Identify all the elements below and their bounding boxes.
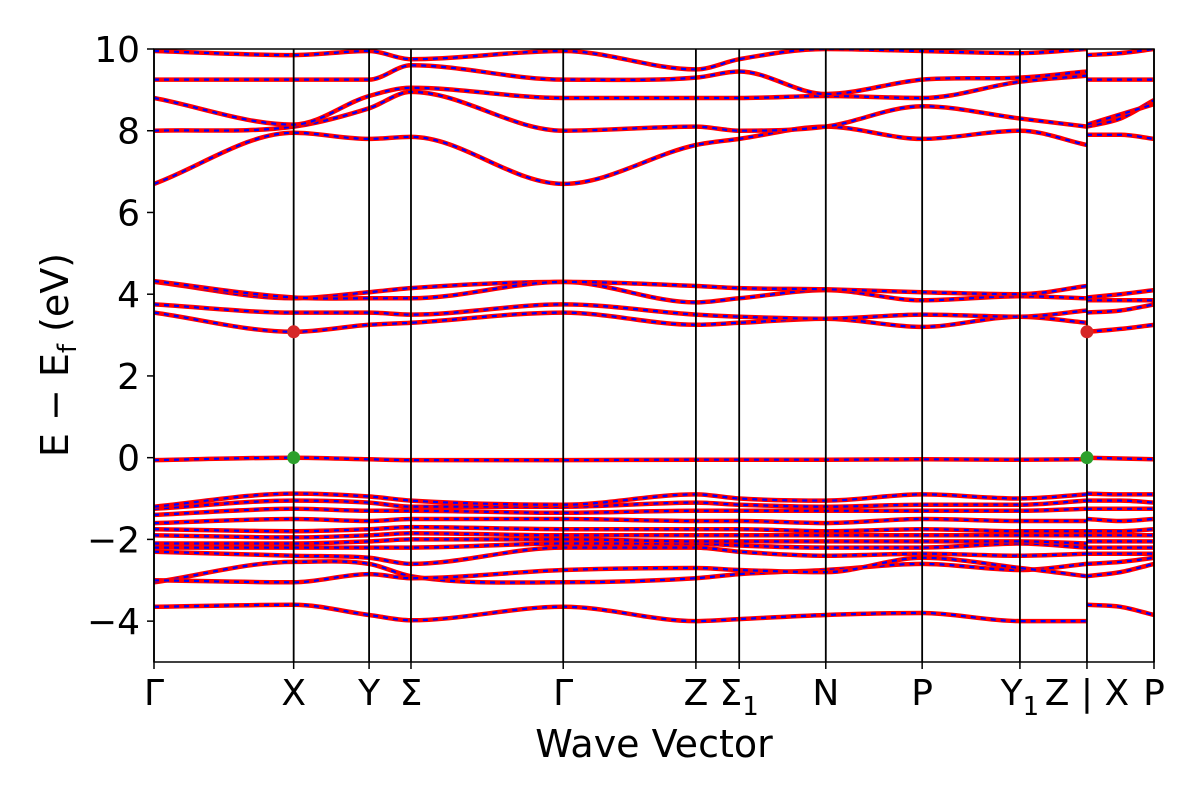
- band-edge-markers: [287, 325, 1094, 465]
- x-tick-label: Y: [357, 673, 381, 714]
- y-axis-label: E − Ef (eV): [33, 253, 83, 457]
- band-line-overlay: [1086, 556, 1154, 565]
- x-tick-label: P: [1143, 673, 1165, 714]
- x-tick-label: X: [281, 673, 306, 714]
- band-line-overlay: [1086, 303, 1154, 314]
- x-tick-label: Γ: [553, 673, 573, 714]
- band-line-overlay: [1086, 562, 1154, 578]
- y-tick-label: 4: [117, 275, 140, 316]
- band-line-overlay: [1086, 49, 1154, 57]
- band-line-overlay: [154, 492, 1088, 508]
- x-tick-label: Σ: [400, 673, 423, 714]
- band-line-overlay: [154, 507, 1088, 516]
- band-line-overlay: [154, 74, 1088, 126]
- band-line-overlay: [154, 499, 1088, 510]
- cbm-marker: [1080, 325, 1094, 339]
- band-line-overlay: [154, 538, 1088, 545]
- band-line-overlay: [154, 603, 1087, 623]
- band-line-overlay: [154, 542, 1088, 549]
- y-axis-label-subscript: f: [53, 343, 83, 353]
- x-tick-label: Z | X: [1045, 673, 1129, 714]
- y-tick-label: 6: [117, 193, 140, 234]
- band-lines: [154, 49, 1154, 624]
- band-line-overlay: [154, 280, 1088, 304]
- band-line-overlay: [1087, 528, 1154, 533]
- band-line-overlay: [154, 532, 1087, 539]
- x-tick-label: Z: [684, 673, 709, 714]
- x-axis-label: Wave Vector: [535, 722, 773, 766]
- band-line-overlay: [1086, 103, 1154, 126]
- y-tick-label: −4: [87, 602, 140, 643]
- y-tick-label: 8: [117, 112, 140, 153]
- y-tick-label: −2: [87, 520, 140, 561]
- band-line-overlay: [1087, 499, 1154, 504]
- band-line-overlay: [154, 311, 1088, 333]
- band-line-overlay: [154, 546, 1088, 566]
- x-tick-label: N: [812, 673, 839, 714]
- vbm-marker: [1080, 451, 1094, 465]
- plot-frame: [153, 48, 1155, 663]
- band-line-overlay: [154, 517, 1087, 525]
- band-line-overlay: [154, 64, 1088, 96]
- band-line-overlay: [1086, 492, 1154, 496]
- band-line-overlay: [1086, 603, 1154, 617]
- band-line-overlay: [1087, 133, 1154, 140]
- band-line-overlay: [154, 280, 1088, 300]
- band-line-overlay: [154, 125, 1088, 186]
- band-line-overlay: [154, 525, 1087, 533]
- band-line-overlay: [1086, 517, 1154, 523]
- vbm-marker: [287, 451, 301, 465]
- band-line-overlay: [154, 560, 1088, 584]
- band-line-overlay: [1086, 323, 1154, 333]
- y-tick-label: 10: [94, 30, 140, 71]
- y-axis-ticks: −4 −2 0 2 4 6 8 10: [87, 30, 154, 643]
- x-tick-label: Γ: [144, 673, 164, 714]
- band-line-overlay: [154, 303, 1088, 320]
- band-line-overlay: [154, 49, 1088, 71]
- band-line-overlay: [154, 556, 1088, 584]
- band-line-overlay: [1086, 456, 1154, 461]
- band-line-overlay: [154, 456, 1088, 462]
- y-tick-label: 2: [117, 357, 140, 398]
- band-line-overlay: [154, 90, 1088, 132]
- x-tick-label: P: [911, 673, 933, 714]
- y-axis-label-main: E − E: [33, 353, 77, 457]
- band-line-overlay: [1086, 289, 1154, 299]
- y-axis-label-unit: (eV): [33, 253, 77, 344]
- cbm-marker: [287, 325, 301, 339]
- y-tick-label: 0: [117, 439, 140, 480]
